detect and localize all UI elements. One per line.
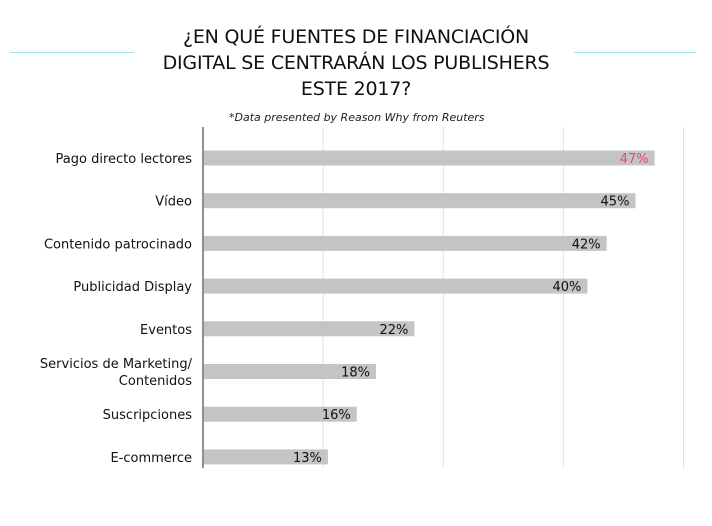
value-label-2: 45% (601, 195, 630, 210)
chart-title: ¿EN QUÉ FUENTES DE FINANCIACIÓN DIGITAL … (0, 24, 712, 102)
chart-title-line-2: DIGITAL SE CENTRARÁN LOS PUBLISHERS (162, 52, 550, 74)
chart-title-line-1: ¿EN QUÉ FUENTES DE FINANCIACIÓN (182, 26, 529, 48)
bar-2 (204, 193, 636, 209)
category-label-1: Pago directo lectores (56, 152, 193, 167)
category-label-4: Publicidad Display (73, 280, 192, 295)
category-label-1-line-1: Pago directo lectores (56, 152, 193, 167)
category-label-3: Contenido patrocinado (44, 237, 192, 252)
category-label-6-line-2: Contenidos (119, 374, 192, 389)
category-label-6: Servicios de Marketing/Contenidos (40, 357, 193, 389)
value-label-8: 13% (293, 451, 322, 466)
category-label-4-line-1: Publicidad Display (73, 280, 192, 295)
category-label-7-line-1: Suscripciones (103, 408, 193, 423)
category-label-7: Suscripciones (103, 408, 193, 423)
value-label-1: 47% (620, 152, 649, 167)
bar-1 (204, 150, 655, 166)
category-label-5: Eventos (140, 323, 192, 338)
category-label-8-line-1: E-commerce (110, 451, 192, 466)
bar-7 (204, 406, 357, 422)
bar-4 (204, 278, 588, 294)
chart-subtitle: *Data presented by Reason Why from Reute… (229, 111, 485, 124)
category-label-3-line-1: Contenido patrocinado (44, 237, 192, 252)
bar-3 (204, 235, 607, 251)
category-label-6-line-1: Servicios de Marketing/ (40, 357, 193, 372)
value-label-7: 16% (322, 408, 351, 423)
bar-5 (204, 321, 415, 337)
title-rule-left (10, 52, 134, 53)
title-rule-right (574, 52, 696, 53)
bar-6 (204, 364, 376, 379)
value-label-4: 40% (552, 280, 581, 295)
value-label-6: 18% (341, 366, 370, 381)
value-label-3: 42% (572, 237, 601, 252)
category-label-8: E-commerce (110, 451, 192, 466)
chart-title-line-3: ESTE 2017? (300, 78, 412, 100)
value-label-5: 22% (380, 323, 409, 338)
bar-8 (204, 449, 328, 465)
category-label-2-line-1: Vídeo (155, 195, 192, 210)
category-label-2: Vídeo (155, 195, 192, 210)
category-label-5-line-1: Eventos (140, 323, 192, 338)
